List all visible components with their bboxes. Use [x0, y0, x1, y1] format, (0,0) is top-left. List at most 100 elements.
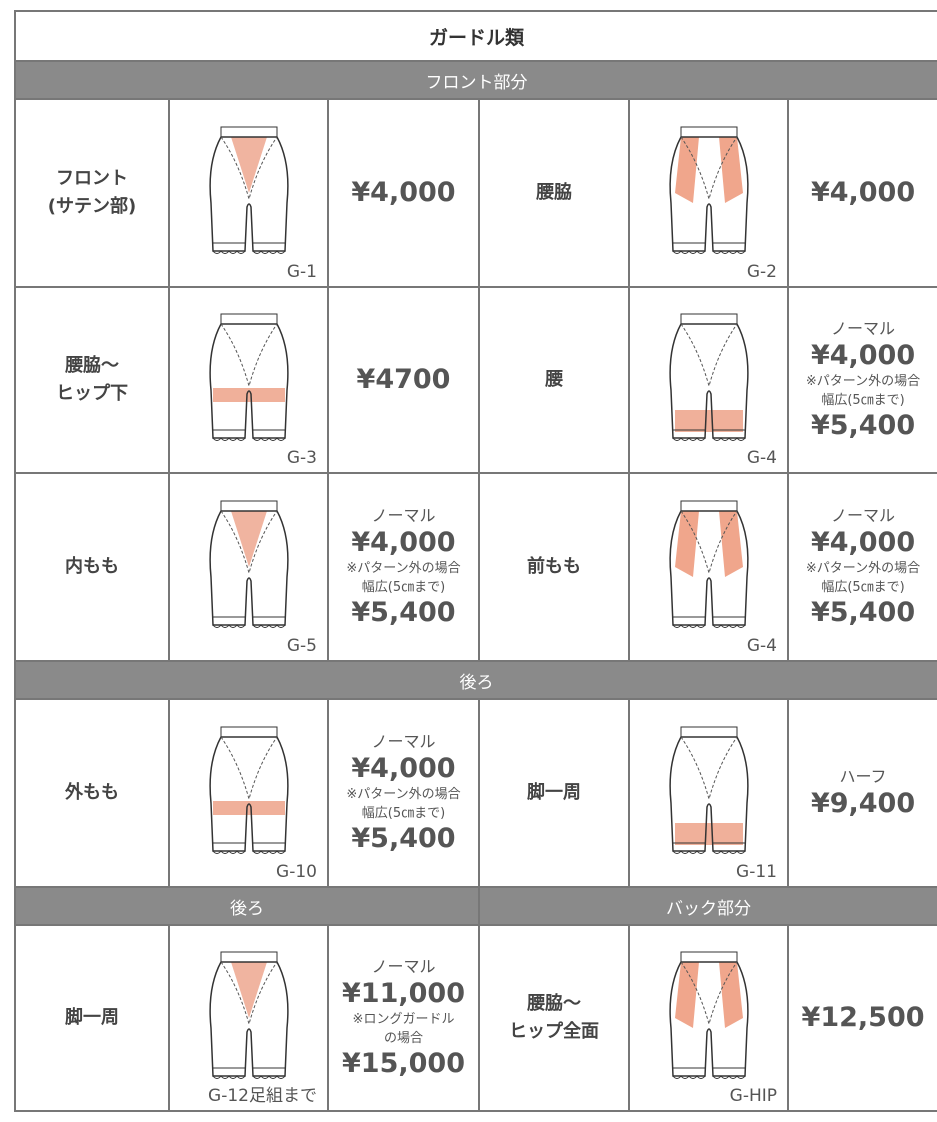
- price-note: ハーフ: [839, 767, 887, 786]
- price-main: ¥4700: [356, 364, 451, 395]
- label-line: 脚一周: [527, 782, 581, 803]
- item-label: 内もも: [14, 472, 170, 662]
- price-note: ノーマル: [371, 732, 436, 751]
- price-main: ¥11,000: [342, 978, 465, 1009]
- price-cond: ※パターン外の場合: [805, 561, 921, 576]
- item-price: ノーマル ¥4,000 ※パターン外の場合 幅広(5㎝まで) ¥5,400: [327, 472, 480, 662]
- garment-illustration: [208, 726, 289, 854]
- price-main: ¥4,000: [351, 527, 456, 558]
- table-row: 後ろ: [13, 660, 937, 700]
- garment-illustration: [208, 313, 289, 441]
- price-cond2: 幅広(5㎝まで): [821, 393, 905, 408]
- label-line: 脚一周: [65, 1007, 119, 1028]
- item-code: G-5: [286, 636, 317, 656]
- price-main: ¥4,000: [351, 177, 456, 208]
- garment-illustration: [208, 126, 289, 254]
- item-price: ハーフ ¥9,400: [786, 698, 937, 888]
- item-image: G-2: [628, 98, 789, 288]
- price-cond2: 幅広(5㎝まで): [361, 580, 446, 595]
- item-code: G-12足組まで: [208, 1086, 317, 1106]
- item-code: G-4: [746, 448, 777, 468]
- table-title: ガードル類: [13, 10, 937, 62]
- price-cond2: 幅広(5㎝まで): [361, 806, 446, 821]
- item-image: G-4: [628, 472, 789, 662]
- table-row: 後ろ バック部分: [14, 886, 937, 926]
- price-cond2: 幅広(5㎝まで): [821, 580, 905, 595]
- table-row: 内もも G-5 ノーマル ¥4,000 ※パターン外の場合 幅広(5㎝まで) ¥5,400 前…: [14, 472, 937, 662]
- item-image: G-11: [628, 698, 789, 888]
- price-alt: ¥15,000: [342, 1048, 465, 1079]
- label-line: (サテン部): [47, 196, 137, 217]
- garment-illustration: [208, 951, 289, 1079]
- price-main: ¥9,400: [810, 788, 916, 819]
- table-row: 脚一周 G-12足組まで ノーマル ¥11,000 ※ロングガードル の場合 ¥15,000…: [14, 924, 937, 1112]
- section-header: 後ろ: [14, 886, 480, 926]
- garment-illustration: [208, 500, 289, 628]
- item-label: 腰脇～ ヒップ下: [14, 286, 170, 474]
- price-cond: ※ロングガードル: [352, 1012, 455, 1027]
- item-code: G-2: [746, 262, 777, 282]
- label-line: 腰脇～: [65, 355, 119, 376]
- price-alt: ¥5,400: [351, 597, 456, 628]
- price-main: ¥4,000: [810, 177, 916, 208]
- item-code: G-11: [736, 862, 777, 882]
- item-label: 腰脇: [478, 98, 630, 288]
- price-table: ガードル類 フロント部分フロント (サテン部) G-1 ¥4,000 腰脇 G-2 ¥4,0…: [13, 10, 937, 1112]
- item-label: 脚一周: [14, 924, 170, 1112]
- table-row: フロント (サテン部) G-1 ¥4,000 腰脇 G-2 ¥4,000: [14, 98, 937, 288]
- price-main: ¥12,500: [801, 1002, 925, 1033]
- price-alt: ¥5,400: [810, 410, 916, 441]
- garment-illustration: [668, 126, 749, 254]
- item-label: 前もも: [478, 472, 630, 662]
- garment-illustration: [668, 313, 749, 441]
- item-price: ノーマル ¥4,000 ※パターン外の場合 幅広(5㎝まで) ¥5,400: [786, 286, 937, 474]
- item-code: G-HIP: [729, 1086, 777, 1106]
- price-note: ノーマル: [371, 506, 436, 525]
- table-row: 腰脇～ ヒップ下 G-3 ¥4700 腰 G-4 ノーマル ¥4,000 ※パターン外の場合 幅広…: [14, 286, 937, 474]
- item-price: ノーマル ¥4,000 ※パターン外の場合 幅広(5㎝まで) ¥5,400: [786, 472, 937, 662]
- label-line: 前もも: [527, 556, 581, 577]
- garment-illustration: [668, 500, 749, 628]
- price-cond: ※パターン外の場合: [805, 374, 921, 389]
- label-line: フロント: [56, 168, 128, 189]
- price-main: ¥4,000: [351, 753, 456, 784]
- price-note: ノーマル: [831, 506, 896, 525]
- item-price: ¥4700: [327, 286, 480, 474]
- item-image: G-1: [168, 98, 329, 288]
- price-main: ¥4,000: [810, 527, 916, 558]
- item-label: フロント (サテン部): [14, 98, 170, 288]
- label-line: 腰: [545, 369, 563, 390]
- item-image: G-12足組まで: [168, 924, 329, 1112]
- item-code: G-1: [286, 262, 317, 282]
- price-note: ノーマル: [371, 957, 436, 976]
- item-label: 腰: [478, 286, 630, 474]
- item-price: ¥4,000: [327, 98, 480, 288]
- item-image: G-5: [168, 472, 329, 662]
- section-header: バック部分: [477, 886, 937, 926]
- item-label: 腰脇～ ヒップ全面: [478, 924, 630, 1112]
- label-line: 外もも: [65, 782, 119, 803]
- item-label: 外もも: [14, 698, 170, 888]
- table-row: 外もも G-10 ノーマル ¥4,000 ※パターン外の場合 幅広(5㎝まで) ¥5,400…: [14, 698, 937, 888]
- item-price: ¥4,000: [786, 98, 937, 288]
- item-code: G-4: [746, 636, 777, 656]
- label-line: 内もも: [65, 556, 119, 577]
- item-code: G-10: [276, 862, 317, 882]
- item-label: 脚一周: [478, 698, 630, 888]
- item-image: G-HIP: [628, 924, 789, 1112]
- price-cond2: の場合: [383, 1031, 423, 1046]
- item-image: G-4: [628, 286, 789, 474]
- table-row: フロント部分: [13, 60, 937, 100]
- item-image: G-10: [168, 698, 329, 888]
- item-code: G-3: [286, 448, 317, 468]
- price-alt: ¥5,400: [810, 597, 916, 628]
- price-cond: ※パターン外の場合: [346, 787, 461, 802]
- item-price: ノーマル ¥11,000 ※ロングガードル の場合 ¥15,000: [327, 924, 480, 1112]
- section-header: フロント部分: [13, 60, 937, 100]
- item-price: ノーマル ¥4,000 ※パターン外の場合 幅広(5㎝まで) ¥5,400: [327, 698, 480, 888]
- item-image: G-3: [168, 286, 329, 474]
- price-main: ¥4,000: [810, 340, 916, 371]
- garment-illustration: [668, 951, 749, 1079]
- item-price: ¥12,500: [786, 924, 937, 1112]
